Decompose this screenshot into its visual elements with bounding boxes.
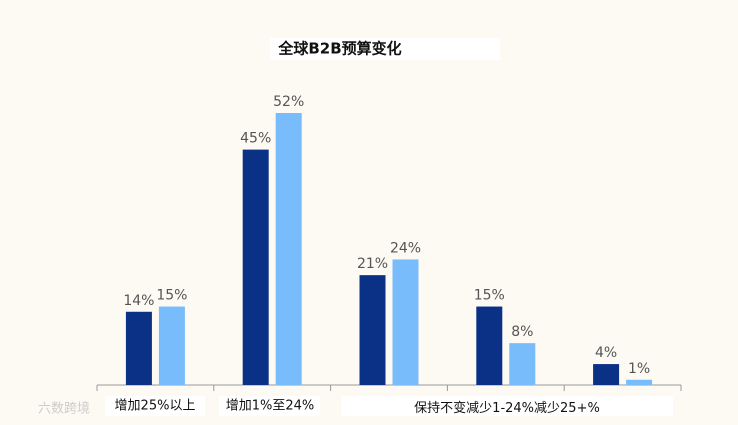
value-label: 15% — [474, 288, 505, 304]
value-label: 8% — [511, 324, 533, 340]
x-tick-label: 保持不变 — [414, 400, 466, 416]
value-label: 52% — [273, 94, 304, 110]
bar — [509, 343, 536, 385]
title-box — [270, 38, 500, 60]
bar — [392, 259, 419, 385]
bar — [593, 364, 620, 385]
bar — [476, 306, 503, 385]
label-box — [105, 396, 205, 416]
value-label: 1% — [628, 361, 650, 377]
label-box — [219, 396, 320, 416]
chart-title: 全球B2B预算变化 — [277, 40, 401, 58]
value-label: 21% — [357, 256, 388, 272]
x-tick-label: 减少25+% — [534, 401, 600, 416]
bar — [626, 379, 653, 385]
watermark: 六数跨境 — [38, 402, 90, 417]
x-tick-label: 减少1-24% — [466, 401, 534, 416]
bar — [275, 113, 302, 385]
value-label: 24% — [390, 240, 421, 256]
bar — [242, 149, 269, 385]
bar — [359, 275, 386, 385]
value-label: 4% — [595, 345, 617, 361]
x-tick-label: 增加1%至24% — [226, 399, 315, 414]
label-box — [341, 396, 673, 416]
value-label: 14% — [123, 293, 154, 309]
value-label: 15% — [156, 288, 187, 304]
bar — [125, 311, 152, 385]
bar — [158, 306, 185, 385]
x-tick-label: 增加25%以上 — [115, 399, 196, 414]
x-tick-labels: 保持不变减少1-24%减少25+% — [414, 400, 600, 416]
value-label: 45% — [240, 131, 271, 147]
